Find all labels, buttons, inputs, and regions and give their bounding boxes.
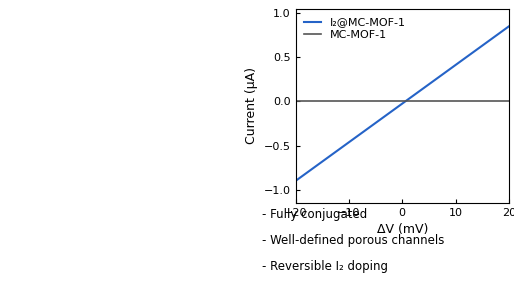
Text: - Reversible I₂ doping: - Reversible I₂ doping: [262, 260, 388, 273]
Legend: I₂@MC-MOF-1, MC-MOF-1: I₂@MC-MOF-1, MC-MOF-1: [301, 14, 409, 43]
Text: - Fully conjugated: - Fully conjugated: [262, 208, 368, 221]
X-axis label: ΔV (mV): ΔV (mV): [377, 223, 428, 236]
Y-axis label: Current (μA): Current (μA): [245, 67, 258, 144]
Text: - Well-defined porous channels: - Well-defined porous channels: [262, 234, 445, 247]
